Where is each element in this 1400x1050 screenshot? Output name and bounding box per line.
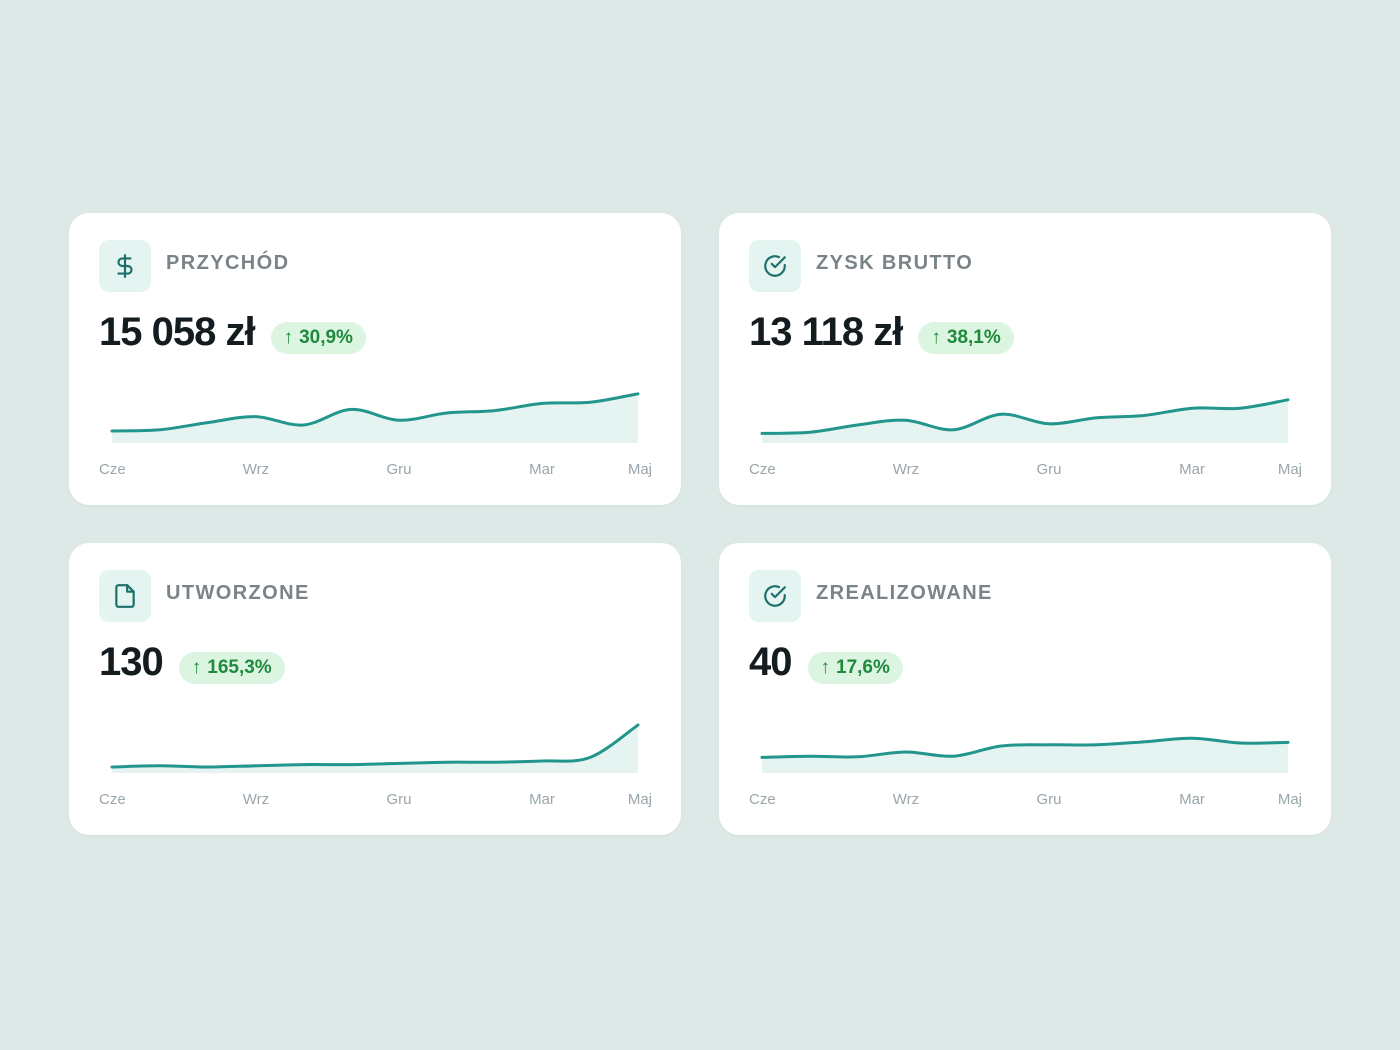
kpi-value: 13 118 zł (749, 310, 903, 354)
x-tick-label: Cze (749, 461, 776, 478)
x-tick-label: Mar (529, 461, 555, 478)
change-value: 30,9% (299, 327, 353, 348)
sparkline-chart: Cze Wrz Gru Mar Maj (99, 723, 652, 808)
kpi-card-created[interactable]: UTWORZONE 130 ↑ 165,3% Cze Wrz Gru Mar Maj (69, 543, 681, 835)
change-value: 165,3% (207, 657, 272, 678)
chart-line (760, 736, 1290, 759)
x-tick-label: Mar (529, 791, 555, 808)
change-value: 17,6% (836, 657, 890, 678)
change-badge: ↑ 30,9% (270, 322, 366, 354)
value-row: 40 ↑ 17,6% (749, 639, 903, 685)
chart-line (110, 723, 640, 769)
x-tick-label: Cze (99, 461, 126, 478)
chart-line (110, 392, 640, 433)
x-tick-label: Cze (749, 791, 776, 808)
x-tick-label: Maj (628, 791, 652, 808)
check-circle-icon (749, 240, 801, 292)
x-tick-label: Wrz (243, 791, 269, 808)
arrow-up-icon: ↑ (820, 657, 831, 678)
arrow-up-icon: ↑ (191, 657, 202, 678)
x-tick-label: Gru (386, 791, 411, 808)
kpi-card-completed[interactable]: ZREALIZOWANE 40 ↑ 17,6% Cze Wrz Gru Mar Maj (719, 543, 1331, 835)
sparkline-chart: Cze Wrz Gru Mar Maj (99, 392, 652, 478)
sparkline-chart: Cze Wrz Gru Mar Maj (749, 398, 1302, 478)
chart-area (762, 738, 1288, 773)
x-tick-label: Maj (1278, 791, 1302, 808)
card-title: ZYSK BRUTTO (816, 252, 974, 274)
chart-area (112, 725, 638, 773)
chart-area (112, 393, 638, 443)
x-tick-label: Wrz (243, 461, 269, 478)
arrow-up-icon: ↑ (283, 327, 294, 348)
change-badge: ↑ 165,3% (178, 652, 285, 684)
chart-area (762, 399, 1288, 443)
x-tick-label: Maj (628, 461, 652, 478)
x-tick-label: Wrz (893, 461, 919, 478)
x-tick-label: Wrz (893, 791, 919, 808)
x-tick-label: Gru (1036, 461, 1061, 478)
arrow-up-icon: ↑ (931, 327, 941, 348)
document-icon (99, 570, 151, 622)
change-badge: ↑ 17,6% (807, 652, 903, 684)
x-tick-label: Mar (1179, 791, 1205, 808)
dollar-icon (99, 240, 151, 292)
x-tick-label: Gru (386, 461, 411, 478)
change-value: 38,1% (946, 327, 1001, 348)
kpi-grid: PRZYCHÓD 15 058 zł ↑ 30,9% Cze Wrz Gru Mar M… (69, 213, 1331, 835)
kpi-value: 40 (749, 640, 792, 684)
x-tick-label: Mar (1179, 461, 1205, 478)
kpi-value: 15 058 zł (99, 310, 256, 354)
card-title: PRZYCHÓD (166, 252, 290, 274)
change-badge: ↑ 38,1% (918, 322, 1014, 354)
x-tick-label: Cze (99, 791, 126, 808)
card-title: ZREALIZOWANE (816, 582, 993, 604)
value-row: 13 118 zł ↑ 38,1% (749, 309, 1014, 355)
kpi-value: 130 (99, 640, 164, 684)
x-tick-label: Maj (1278, 461, 1302, 478)
value-row: 15 058 zł ↑ 30,9% (99, 309, 366, 355)
value-row: 130 ↑ 165,3% (99, 639, 285, 685)
card-title: UTWORZONE (166, 582, 310, 604)
kpi-card-gross-profit[interactable]: ZYSK BRUTTO 13 118 zł ↑ 38,1% Cze Wrz Gru M… (719, 213, 1331, 505)
x-tick-label: Gru (1036, 791, 1061, 808)
kpi-card-revenue[interactable]: PRZYCHÓD 15 058 zł ↑ 30,9% Cze Wrz Gru Mar M… (69, 213, 681, 505)
sparkline-chart: Cze Wrz Gru Mar Maj (749, 736, 1302, 808)
chart-line (760, 398, 1290, 435)
check-circle-icon (749, 570, 801, 622)
